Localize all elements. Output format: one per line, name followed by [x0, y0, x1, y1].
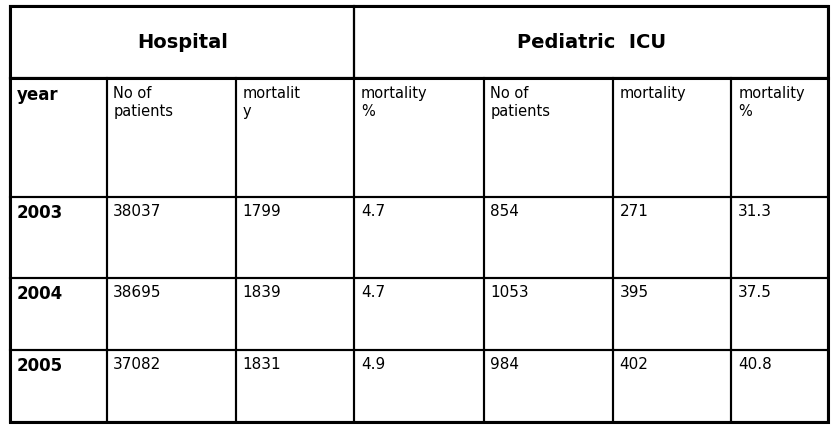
Text: Pediatric  ICU: Pediatric ICU	[516, 33, 665, 52]
Text: 38695: 38695	[113, 285, 162, 300]
Bar	[732, 78, 828, 196]
Bar	[354, 6, 828, 78]
Bar	[106, 196, 235, 278]
Bar	[354, 350, 484, 422]
Bar	[106, 350, 235, 422]
Bar	[10, 196, 106, 278]
Bar	[484, 78, 613, 196]
Bar	[354, 278, 484, 350]
Text: mortalit
y: mortalit y	[242, 86, 301, 119]
Text: 1839: 1839	[242, 285, 282, 300]
Text: 1799: 1799	[242, 204, 282, 219]
Bar	[10, 6, 354, 78]
Text: 1831: 1831	[242, 357, 281, 372]
Bar	[732, 350, 828, 422]
Text: 984: 984	[490, 357, 520, 372]
Text: 4.7: 4.7	[361, 285, 385, 300]
Text: mortality
%: mortality %	[361, 86, 427, 119]
Bar	[106, 78, 235, 196]
Text: 4.7: 4.7	[361, 204, 385, 219]
Text: 37.5: 37.5	[738, 285, 772, 300]
Bar	[613, 78, 732, 196]
Text: 395: 395	[619, 285, 649, 300]
Bar	[732, 278, 828, 350]
Text: 402: 402	[619, 357, 649, 372]
Text: No of
patients: No of patients	[113, 86, 173, 119]
Bar	[235, 350, 354, 422]
Bar	[235, 278, 354, 350]
Text: 37082: 37082	[113, 357, 162, 372]
Bar	[613, 278, 732, 350]
Bar	[732, 196, 828, 278]
Text: Hospital: Hospital	[137, 33, 228, 52]
Bar	[484, 278, 613, 350]
Text: 271: 271	[619, 204, 649, 219]
Bar	[354, 78, 484, 196]
Bar	[354, 196, 484, 278]
Text: 2005: 2005	[17, 357, 63, 375]
Bar	[10, 78, 106, 196]
Text: 40.8: 40.8	[738, 357, 772, 372]
Bar	[484, 350, 613, 422]
Text: 854: 854	[490, 204, 520, 219]
Text: 4.9: 4.9	[361, 357, 385, 372]
Text: mortality
%: mortality %	[738, 86, 804, 119]
Bar	[235, 78, 354, 196]
Text: 2003: 2003	[17, 204, 63, 222]
Bar	[613, 196, 732, 278]
Bar	[10, 278, 106, 350]
Bar	[106, 278, 235, 350]
Text: 1053: 1053	[490, 285, 529, 300]
Text: 2004: 2004	[17, 285, 63, 303]
Bar	[10, 350, 106, 422]
Text: 31.3: 31.3	[738, 204, 772, 219]
Bar	[235, 196, 354, 278]
Text: 38037: 38037	[113, 204, 162, 219]
Text: year: year	[17, 86, 59, 104]
Text: mortality: mortality	[619, 86, 686, 101]
Bar	[613, 350, 732, 422]
Text: No of
patients: No of patients	[490, 86, 551, 119]
Bar	[484, 196, 613, 278]
